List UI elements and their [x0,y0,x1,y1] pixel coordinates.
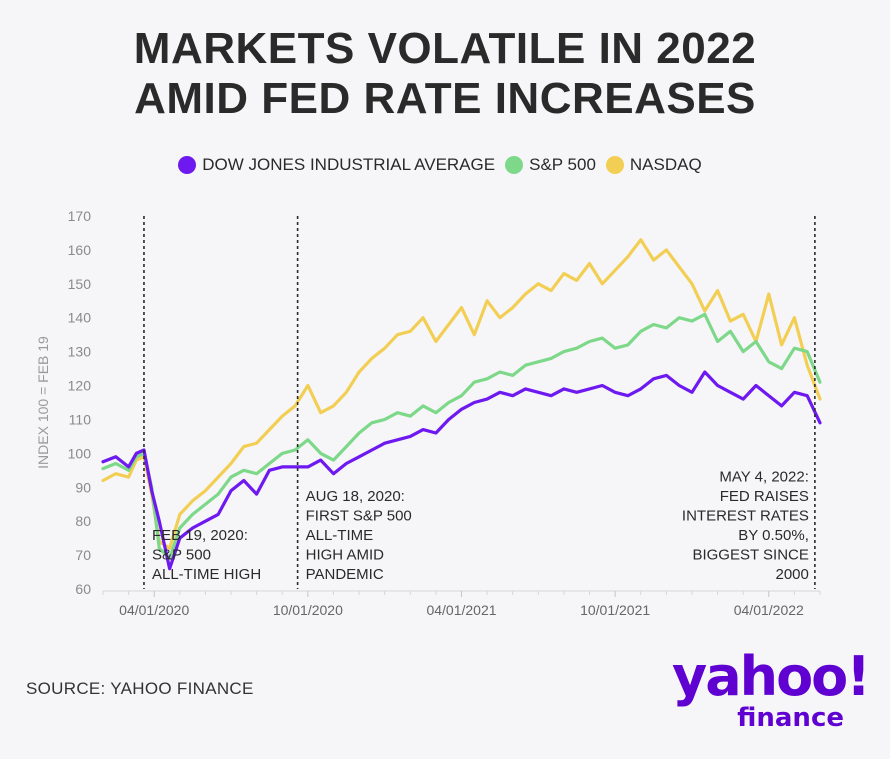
y-tick-label: 100 [68,445,92,461]
annotation-text: INTEREST RATES [682,508,809,525]
annotation-text: MAY 4, 2022: [719,469,809,486]
y-tick-label: 110 [69,411,92,427]
annotation-text: FED RAISES [720,488,809,505]
y-tick-label: 140 [68,310,92,326]
y-tick-label: 150 [68,276,92,292]
yahoo-finance-logo: yahoo! finance [672,645,871,733]
annotation-text: BY 0.50%, [738,527,809,544]
logo-brand: yahoo! [672,645,871,708]
y-tick-label: 170 [68,208,92,224]
annotation-text: AUG 18, 2020: [306,488,405,505]
annotation-text: PANDEMIC [306,566,384,583]
y-tick-label: 90 [75,479,91,495]
y-axis-label: INDEX 100 = FEB 19 [35,336,51,469]
x-tick-label: 04/01/2021 [426,602,496,618]
x-tick-label: 04/01/2020 [119,602,189,618]
series-line-nasdaq [101,238,822,550]
annotation-text: FEB 19, 2020: [152,527,248,544]
annotation-text: 2000 [776,566,809,583]
y-tick-label: 60 [75,581,91,597]
annotation-text: ALL-TIME HIGH [152,566,261,583]
title-line-1: MARKETS VOLATILE IN 2022 [133,24,757,73]
legend-dot-nasdaq [605,156,624,174]
annotation-text: BIGGEST SINCE [692,547,808,564]
y-tick-label: 120 [68,378,92,394]
legend-item-dow: DOW JONES INDUSTRIAL AVERAGE [178,155,495,175]
annotation-text: HIGH AMID [306,547,385,564]
legend-item-sp500: S&P 500 [505,155,596,175]
annotation-text: FIRST S&P 500 [306,508,412,525]
y-tick-label: 70 [75,547,91,563]
y-tick-label: 80 [75,513,91,529]
legend-label-nasdaq: NASDAQ [629,155,702,174]
x-tick-label: 04/01/2022 [734,602,804,618]
annotation-text: S&P 500 [152,547,211,564]
legend-label-sp500: S&P 500 [529,155,596,174]
legend-dot-sp500 [505,156,524,174]
x-tick-label: 10/01/2021 [580,602,650,618]
legend-dot-dow [178,156,197,174]
title-line-2: AMID FED RATE INCREASES [134,74,756,123]
legend-item-nasdaq: NASDAQ [605,155,702,175]
x-tick-label: 10/01/2020 [273,602,343,618]
source-note: SOURCE: YAHOO FINANCE [26,679,254,698]
annotation-text: ALL-TIME [306,527,374,544]
y-tick-label: 130 [68,344,92,360]
chart-legend: DOW JONES INDUSTRIAL AVERAGE S&P 500 NAS… [0,155,890,175]
y-tick-label: 160 [68,242,92,258]
series-line-sp500 [101,312,822,561]
chart-title: MARKETS VOLATILE IN 2022 AMID FED RATE I… [0,24,890,124]
logo-sub: finance [737,703,844,733]
legend-label-dow: DOW JONES INDUSTRIAL AVERAGE [202,155,496,174]
series-line-dow [101,370,822,571]
